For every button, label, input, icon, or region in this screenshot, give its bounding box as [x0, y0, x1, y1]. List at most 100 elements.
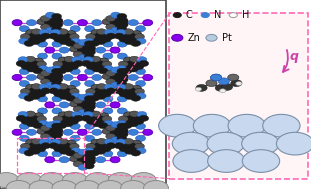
- Circle shape: [118, 127, 128, 133]
- Circle shape: [33, 29, 38, 32]
- Circle shape: [94, 88, 104, 94]
- Circle shape: [29, 61, 39, 67]
- Circle shape: [139, 115, 149, 121]
- Circle shape: [110, 20, 120, 26]
- Circle shape: [52, 68, 62, 74]
- Circle shape: [73, 34, 78, 37]
- Circle shape: [34, 113, 44, 119]
- Circle shape: [221, 84, 233, 90]
- Circle shape: [40, 145, 45, 148]
- Circle shape: [65, 40, 75, 46]
- Circle shape: [58, 65, 68, 71]
- Circle shape: [91, 119, 101, 125]
- Circle shape: [124, 92, 134, 98]
- Circle shape: [131, 173, 156, 188]
- Circle shape: [94, 115, 104, 122]
- Circle shape: [114, 125, 124, 131]
- Circle shape: [31, 84, 41, 90]
- Circle shape: [40, 79, 50, 85]
- Circle shape: [63, 20, 73, 26]
- Circle shape: [40, 133, 50, 139]
- Circle shape: [117, 120, 127, 126]
- Circle shape: [110, 47, 120, 53]
- Circle shape: [138, 34, 143, 37]
- Circle shape: [77, 102, 87, 108]
- Circle shape: [52, 53, 62, 59]
- Circle shape: [86, 34, 95, 40]
- Circle shape: [119, 146, 129, 152]
- Circle shape: [110, 129, 120, 135]
- Circle shape: [84, 93, 94, 99]
- Circle shape: [81, 153, 91, 159]
- Circle shape: [116, 84, 126, 90]
- Circle shape: [111, 137, 121, 143]
- Circle shape: [63, 66, 73, 72]
- Circle shape: [131, 95, 141, 101]
- Circle shape: [118, 131, 128, 137]
- Circle shape: [53, 131, 63, 137]
- Circle shape: [94, 143, 104, 149]
- Circle shape: [173, 150, 210, 172]
- Circle shape: [34, 36, 44, 42]
- Circle shape: [159, 114, 196, 137]
- Circle shape: [86, 60, 96, 66]
- Circle shape: [195, 87, 202, 91]
- Circle shape: [59, 88, 64, 91]
- Circle shape: [98, 139, 103, 142]
- Circle shape: [69, 118, 79, 124]
- Circle shape: [75, 180, 100, 189]
- Circle shape: [73, 153, 83, 159]
- Circle shape: [97, 65, 107, 71]
- Circle shape: [124, 33, 129, 36]
- Circle shape: [64, 38, 74, 44]
- Circle shape: [26, 56, 35, 62]
- Circle shape: [84, 150, 94, 156]
- Circle shape: [85, 156, 95, 162]
- Circle shape: [135, 34, 145, 40]
- Circle shape: [136, 148, 146, 154]
- Circle shape: [121, 180, 146, 189]
- Circle shape: [97, 29, 107, 35]
- Circle shape: [19, 26, 29, 32]
- Circle shape: [143, 20, 153, 26]
- Circle shape: [59, 102, 69, 108]
- Circle shape: [72, 99, 77, 102]
- Circle shape: [29, 180, 54, 189]
- Circle shape: [131, 111, 136, 114]
- Circle shape: [81, 98, 91, 104]
- Circle shape: [33, 68, 43, 74]
- Circle shape: [86, 155, 95, 161]
- Circle shape: [276, 132, 311, 155]
- Circle shape: [106, 143, 116, 149]
- Circle shape: [45, 82, 55, 88]
- Circle shape: [124, 148, 134, 154]
- Circle shape: [19, 93, 29, 99]
- Circle shape: [38, 108, 48, 114]
- Circle shape: [66, 118, 76, 124]
- Circle shape: [134, 115, 144, 121]
- Circle shape: [114, 24, 124, 30]
- Circle shape: [29, 88, 39, 94]
- Circle shape: [36, 146, 46, 152]
- Circle shape: [105, 126, 110, 129]
- Circle shape: [88, 99, 93, 102]
- Circle shape: [120, 72, 125, 75]
- Circle shape: [131, 95, 136, 98]
- Circle shape: [117, 53, 127, 59]
- Circle shape: [106, 145, 111, 148]
- Circle shape: [51, 139, 61, 145]
- Circle shape: [126, 115, 137, 122]
- Circle shape: [106, 61, 111, 64]
- Circle shape: [92, 92, 97, 95]
- Circle shape: [85, 123, 95, 129]
- Circle shape: [84, 41, 94, 47]
- Circle shape: [132, 140, 142, 146]
- Circle shape: [52, 108, 62, 114]
- Circle shape: [77, 20, 87, 26]
- Circle shape: [118, 19, 128, 25]
- Circle shape: [124, 39, 134, 45]
- Circle shape: [128, 129, 138, 135]
- Circle shape: [45, 20, 55, 26]
- Circle shape: [106, 70, 116, 76]
- Circle shape: [138, 63, 143, 66]
